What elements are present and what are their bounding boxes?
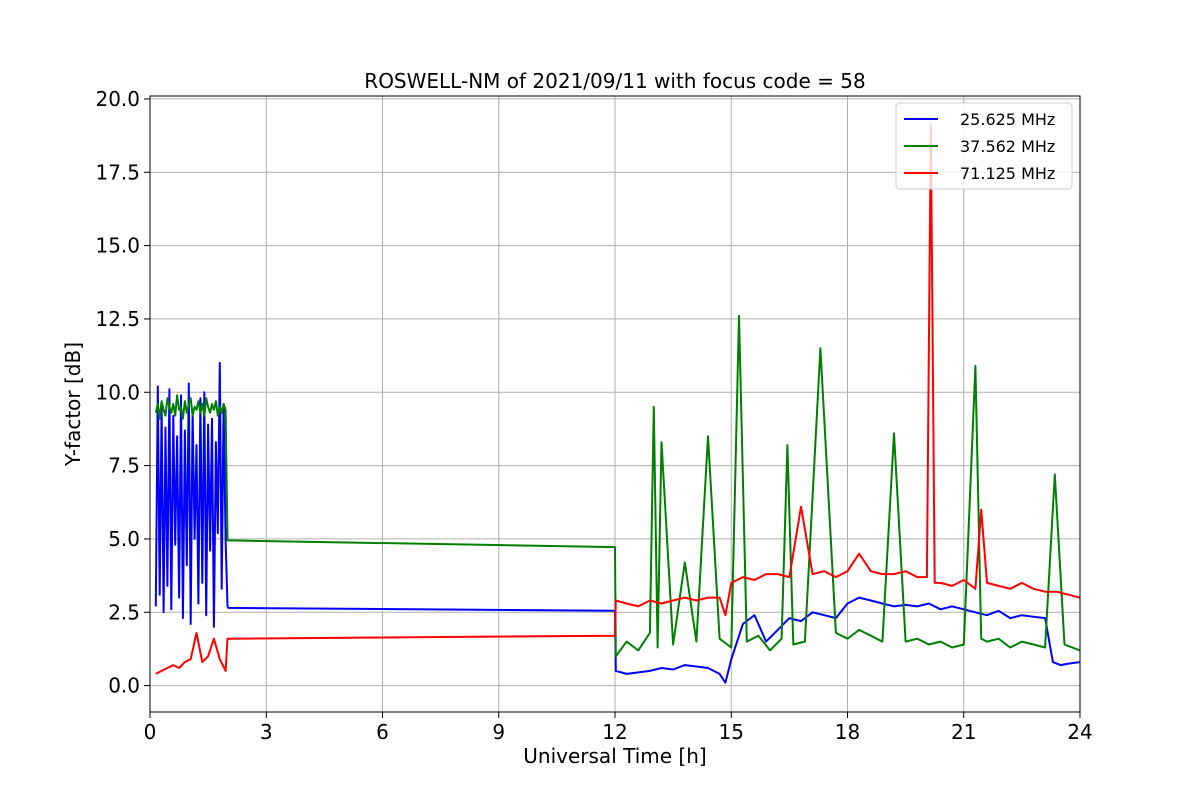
legend-label-3: 71.125 MHz xyxy=(960,164,1055,183)
series-line-1 xyxy=(154,361,1080,684)
y-tick-label: 15.0 xyxy=(95,234,140,258)
x-tick-label: 24 xyxy=(1067,720,1092,744)
x-tick-label: 12 xyxy=(602,720,627,744)
x-axis-label: Universal Time [h] xyxy=(523,744,706,768)
y-tick-label: 12.5 xyxy=(95,307,140,331)
x-axis: 0 3 6 9 12 15 18 21 24 xyxy=(144,712,1093,744)
x-tick-label: 21 xyxy=(951,720,976,744)
legend: 25.625 MHz 37.562 MHz 71.125 MHz xyxy=(895,102,1073,190)
y-tick-label: 17.5 xyxy=(95,160,140,184)
legend-box xyxy=(895,102,1073,190)
y-axis-label: Y-factor [dB] xyxy=(61,342,85,467)
series-line-3 xyxy=(155,124,1080,675)
series-layer xyxy=(154,124,1080,684)
y-tick-label: 10.0 xyxy=(95,380,140,404)
x-tick-label: 6 xyxy=(376,720,389,744)
y-tick-label: 5.0 xyxy=(108,527,140,551)
x-tick-label: 9 xyxy=(492,720,505,744)
y-tick-label: 2.5 xyxy=(108,600,140,624)
legend-label-2: 37.562 MHz xyxy=(960,137,1055,156)
series-line-2 xyxy=(154,315,1080,658)
y-tick-label: 20.0 xyxy=(95,87,140,111)
y-tick-label: 0.0 xyxy=(108,674,140,698)
x-tick-label: 3 xyxy=(260,720,273,744)
x-tick-label: 0 xyxy=(144,720,157,744)
y-tick-label: 7.5 xyxy=(108,454,140,478)
x-tick-label: 18 xyxy=(835,720,860,744)
x-tick-label: 15 xyxy=(719,720,744,744)
chart-title: ROSWELL-NM of 2021/09/11 with focus code… xyxy=(364,69,865,93)
y-axis: 0.0 2.5 5.0 7.5 10.0 12.5 15.0 17.5 20.0 xyxy=(95,87,150,698)
legend-label-1: 25.625 MHz xyxy=(960,110,1055,129)
